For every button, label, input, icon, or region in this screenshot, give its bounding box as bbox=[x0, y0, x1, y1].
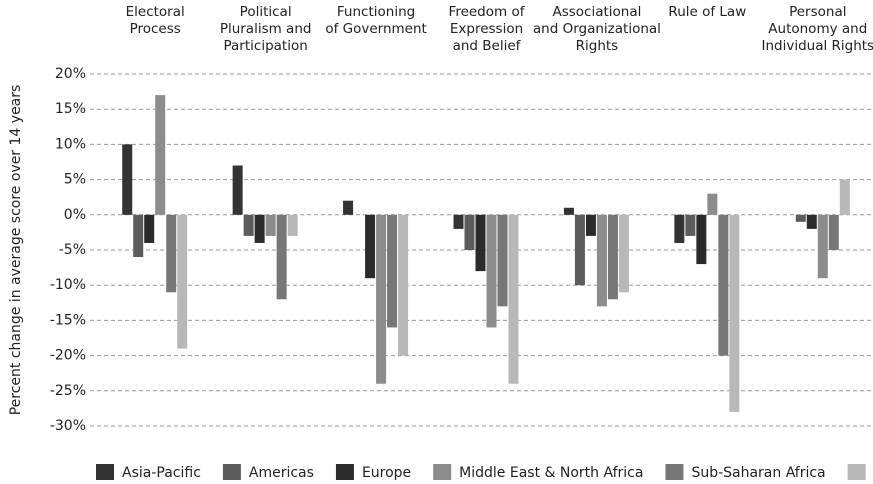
category-label: Freedom of Expression and Belief bbox=[448, 4, 525, 54]
bar bbox=[563, 207, 574, 215]
y-tick-label: -15% bbox=[50, 312, 86, 328]
bar bbox=[276, 214, 287, 300]
bar bbox=[497, 214, 508, 307]
bar bbox=[365, 214, 376, 279]
category-label: Personal Autonomy and Individual Rights bbox=[761, 4, 873, 54]
y-tick-label: 20% bbox=[55, 66, 86, 82]
bar bbox=[607, 214, 618, 300]
bar bbox=[585, 214, 596, 236]
bar bbox=[232, 165, 243, 215]
bar bbox=[707, 193, 718, 215]
legend-label: Sub-Saharan Africa bbox=[691, 465, 825, 481]
legend-swatch bbox=[847, 464, 866, 480]
y-tick-label: -10% bbox=[50, 277, 86, 293]
bar bbox=[376, 214, 387, 384]
legend-label: Middle East & North Africa bbox=[459, 465, 643, 481]
bar bbox=[343, 200, 354, 215]
bar bbox=[828, 214, 839, 250]
bar bbox=[243, 214, 254, 236]
category-label: Functioning of Government bbox=[325, 4, 427, 37]
bar bbox=[133, 214, 144, 258]
legend-label: Americas bbox=[249, 465, 314, 481]
bar bbox=[685, 214, 696, 236]
bar bbox=[398, 214, 409, 356]
bar bbox=[453, 214, 464, 229]
bar bbox=[618, 214, 629, 293]
y-tick-label: -20% bbox=[50, 348, 86, 364]
legend-swatch bbox=[335, 464, 354, 480]
bar bbox=[144, 214, 155, 243]
bar bbox=[806, 214, 817, 229]
bar bbox=[574, 214, 585, 286]
legend-swatch bbox=[222, 464, 241, 480]
bar bbox=[718, 214, 729, 356]
bar bbox=[696, 214, 707, 265]
bar bbox=[596, 214, 607, 307]
bar bbox=[122, 144, 133, 215]
bar bbox=[464, 214, 475, 250]
bar bbox=[508, 214, 519, 384]
y-tick-label: 15% bbox=[55, 101, 86, 117]
bar bbox=[177, 214, 188, 349]
y-tick-label: 0% bbox=[64, 207, 86, 223]
bar bbox=[265, 214, 276, 236]
bar bbox=[817, 214, 828, 279]
category-label: Electoral Process bbox=[125, 4, 185, 37]
legend-swatch bbox=[433, 464, 452, 480]
bar bbox=[729, 214, 740, 412]
legend-swatch bbox=[96, 464, 114, 480]
y-axis-label: Percent change in average score over 14 … bbox=[8, 85, 24, 416]
y-tick-label: -25% bbox=[50, 383, 86, 399]
bar bbox=[387, 214, 398, 328]
y-tick-label: 10% bbox=[55, 136, 86, 152]
legend-label: Europe bbox=[362, 465, 411, 481]
bar bbox=[166, 214, 177, 293]
category-label: Rule of Law bbox=[668, 4, 747, 20]
bar bbox=[486, 214, 497, 328]
category-label: Political Pluralism and Participation bbox=[219, 4, 312, 54]
bar bbox=[839, 179, 850, 215]
legend-swatch bbox=[665, 464, 684, 480]
legend-label: Asia-Pacific bbox=[122, 465, 201, 481]
bar bbox=[254, 214, 265, 243]
y-tick-label: 5% bbox=[64, 172, 86, 188]
bar bbox=[287, 214, 298, 236]
bar bbox=[795, 214, 806, 222]
y-tick-label: -30% bbox=[50, 418, 86, 434]
y-tick-label: -5% bbox=[59, 242, 86, 258]
bar bbox=[674, 214, 685, 243]
bar bbox=[155, 95, 166, 215]
category-label: Associational and Organizational Rights bbox=[532, 4, 661, 54]
bar bbox=[475, 214, 486, 272]
